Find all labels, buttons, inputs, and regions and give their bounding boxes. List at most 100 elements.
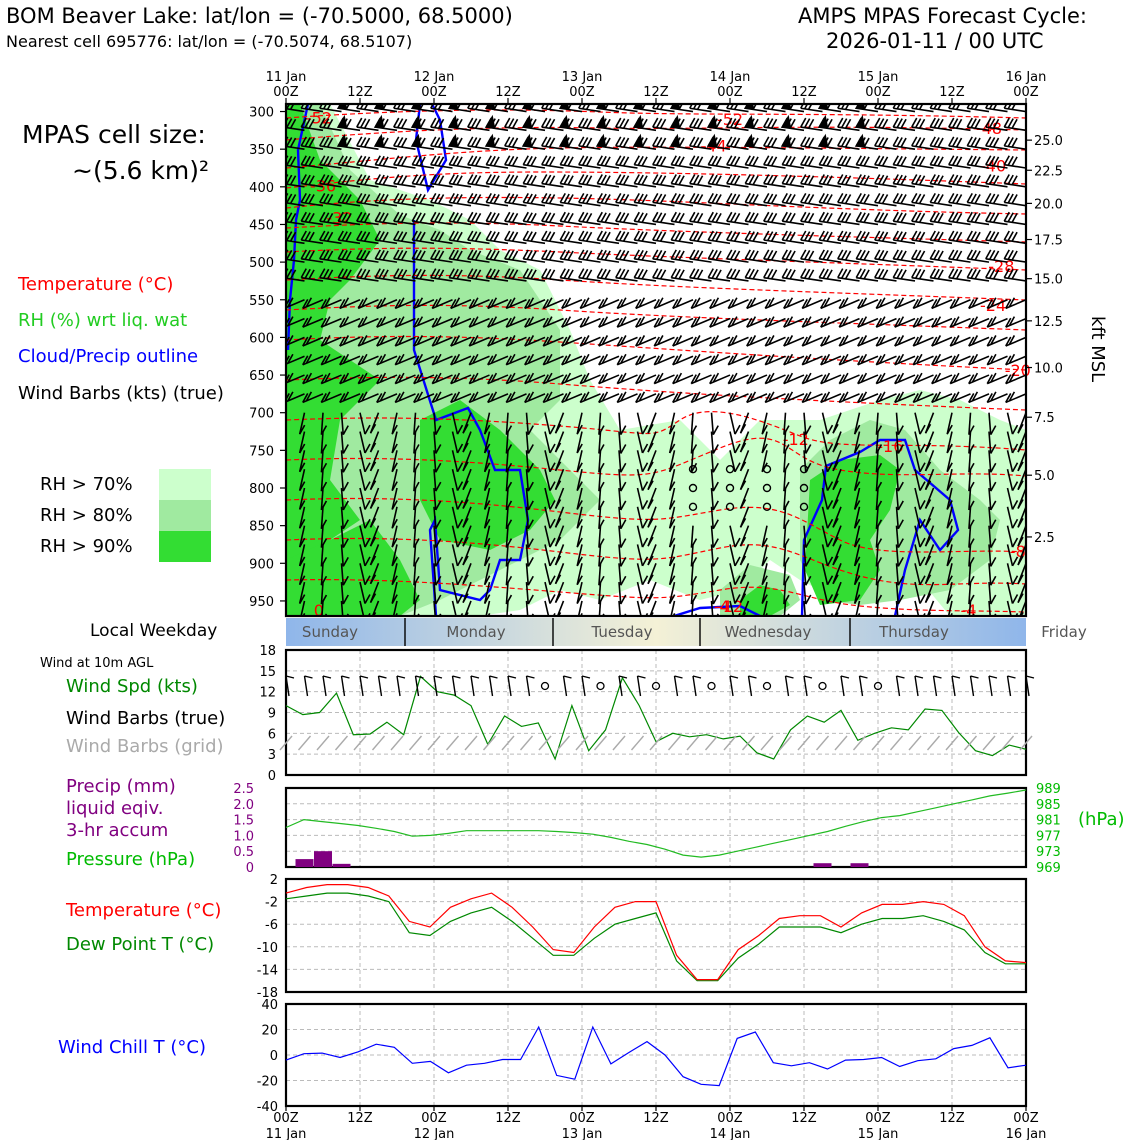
wind-barb-flag: [733, 194, 741, 204]
wind-barb-shaft: [433, 450, 437, 473]
wind-barb-shaft: [986, 355, 1008, 366]
wind-barb-flag: [874, 249, 881, 260]
calm-wind-circle: [725, 464, 735, 474]
wind-barb-flag: [530, 250, 537, 261]
wind-barb-flag: [711, 250, 718, 260]
wind-barb-flag: [462, 517, 469, 528]
wind-barb-shaft: [875, 525, 879, 548]
wind-barb-shaft: [505, 299, 527, 310]
wind-barb-flag: [668, 575, 676, 586]
wind-barb-shaft: [672, 393, 694, 404]
wind-barb-flag: [689, 230, 696, 241]
wind-barb-shaft: [783, 487, 787, 511]
wind-grid-barb: [427, 735, 441, 751]
pressure-tick-label: 969: [1036, 861, 1061, 876]
wind-barb-flag: [785, 193, 792, 204]
wind-barb-shaft: [394, 317, 416, 328]
wind-barb-shaft: [914, 506, 921, 529]
wind-barb-flag: [382, 194, 389, 204]
wind-barb-shaft: [505, 544, 509, 567]
wind-barb-flag: [674, 212, 681, 223]
wind-barb-flag: [863, 231, 870, 242]
wind-barb-flag: [489, 174, 496, 185]
wind-barb-flag: [437, 118, 445, 129]
wind-barb-flag: [877, 250, 885, 260]
wind-barb-flag: [322, 174, 330, 185]
wind-barb-flag: [618, 231, 626, 241]
wind-barb-flag: [674, 155, 681, 166]
wind-barb-flag: [820, 298, 827, 309]
wind-barb-flag: [689, 104, 694, 109]
wind-barb-flag: [826, 156, 833, 167]
wind-barb-flag: [929, 192, 936, 203]
wind-barb-flag: [678, 194, 685, 204]
wind-barb-flag: [877, 155, 885, 166]
wind-barb-shaft: [727, 317, 749, 328]
wind-barb-flag: [1011, 194, 1018, 204]
wind-barb-flag: [419, 231, 426, 242]
wind-barb-flag: [733, 118, 741, 129]
wind-barb-shaft: [800, 107, 823, 113]
wind-barb-flag: [801, 374, 808, 385]
wind-barb-flag: [739, 593, 747, 604]
wind-barb-flag: [655, 268, 663, 279]
wind-tick-label: 3: [268, 748, 276, 763]
wind-barb-shaft: [821, 468, 829, 491]
wind-grid-barb: [797, 735, 811, 751]
wind-barb-flag: [563, 174, 570, 185]
wind-barb-flag: [853, 443, 861, 454]
wind-barb-flag: [474, 250, 482, 261]
wind-barb-shaft: [1006, 544, 1014, 567]
wind-barb-flag: [450, 317, 457, 328]
wind-barb-flag: [749, 391, 757, 402]
wind-barb-flag: [507, 193, 515, 204]
wind-barb-flag: [914, 231, 922, 241]
wind-barb-shaft: [450, 355, 472, 366]
wind-barb-flag: [596, 249, 603, 260]
wind-barb-flag: [600, 155, 607, 166]
wind-barb-flag: [929, 155, 936, 166]
wind-barb-flag: [489, 155, 496, 166]
wind-barb-flag: [985, 249, 992, 260]
wind-barb-shaft: [578, 258, 601, 263]
wind-barb-flag: [761, 594, 768, 604]
wind-barb-flag: [675, 335, 683, 345]
wind-barb-flag: [345, 156, 352, 167]
wind-barb-flag: [304, 137, 311, 147]
wind-barb-flag: [467, 230, 474, 241]
wind-barb-flag: [435, 594, 442, 605]
wind-barb-shaft: [376, 299, 398, 310]
wind-barb-flag: [490, 335, 498, 345]
wind-barb-shaft: [487, 336, 509, 347]
wind-barb-shaft: [301, 126, 324, 132]
wind-barb-shaft: [504, 163, 527, 169]
wind-barb-shaft: [449, 276, 472, 282]
wind-barb-shaft: [729, 431, 736, 454]
wind-true-calm: [873, 681, 883, 691]
bottom-date-label: 14 Jan: [710, 1127, 751, 1140]
precip-tick-label: 0: [246, 861, 254, 876]
wind-barb-flag: [859, 231, 866, 241]
wind-true-barb-flag: [785, 675, 794, 679]
wind-barb-flag: [842, 335, 849, 345]
wind-barb-shaft: [763, 145, 786, 150]
wind-barb-flag: [900, 231, 907, 242]
wind-barb-shaft: [525, 525, 530, 548]
wind-barb-flag: [924, 593, 932, 604]
wind-barb-flag: [530, 269, 537, 280]
wind-barb-flag: [652, 136, 659, 147]
wind-barb-shaft: [635, 336, 657, 347]
wind-barb-flag: [647, 442, 654, 453]
wind-barb-flag: [805, 594, 812, 605]
bottom-hour-label: 12Z: [791, 1111, 817, 1126]
wind-barb-shaft: [339, 299, 361, 310]
wind-barb-shaft: [579, 317, 601, 328]
wind-barb-shaft: [393, 258, 416, 263]
wind-barb-shaft: [450, 374, 472, 385]
wind-barb-flag: [322, 231, 330, 241]
wind-barb-flag: [1007, 174, 1014, 185]
wind-barb-flag: [744, 155, 751, 166]
wind-barb-flag: [879, 372, 886, 383]
wind-barb-shaft: [838, 374, 860, 385]
wind-barb-flag: [559, 211, 566, 222]
